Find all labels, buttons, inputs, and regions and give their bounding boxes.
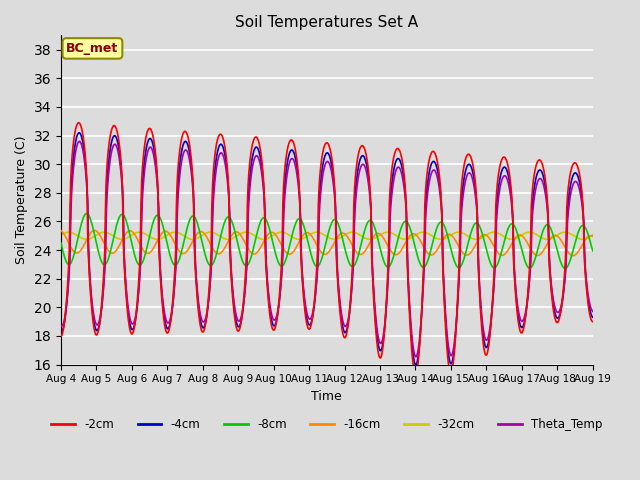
Title: Soil Temperatures Set A: Soil Temperatures Set A [236,15,419,30]
Legend: -2cm, -4cm, -8cm, -16cm, -32cm, Theta_Temp: -2cm, -4cm, -8cm, -16cm, -32cm, Theta_Te… [47,413,607,436]
X-axis label: Time: Time [312,390,342,403]
Y-axis label: Soil Temperature (C): Soil Temperature (C) [15,136,28,264]
Text: BC_met: BC_met [67,42,118,55]
